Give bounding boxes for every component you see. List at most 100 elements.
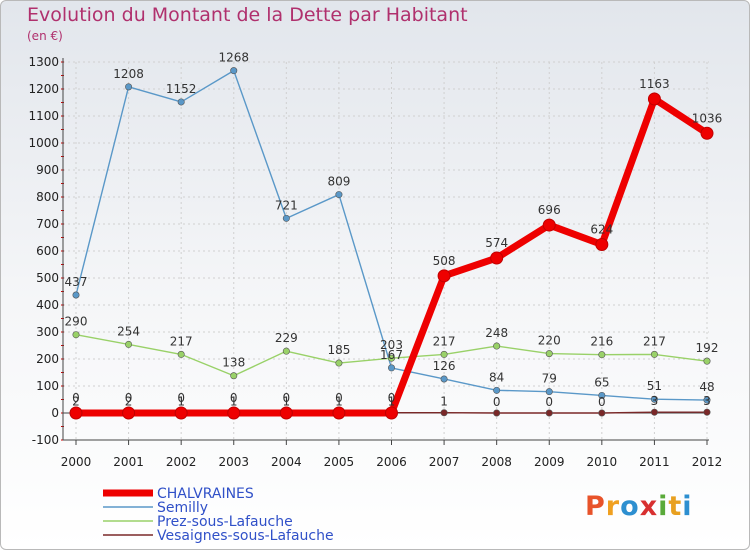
y-tick-label: -100: [32, 433, 59, 447]
data-point-chalvraines: [385, 406, 398, 420]
logo-letter: P: [585, 491, 606, 522]
data-label-prez-sous-lafauche: 217: [643, 334, 666, 348]
data-label-chalvraines: 0: [335, 391, 343, 405]
data-point-prez-sous-lafauche: [650, 350, 658, 358]
data-label-semilly: 126: [433, 359, 456, 373]
grid-lines: [63, 61, 709, 441]
data-point-prez-sous-lafauche: [387, 354, 395, 362]
proxiti-logo: Proxiti: [585, 491, 693, 522]
x-tick-label: 2006: [376, 455, 407, 469]
data-labels: 437 1208 1152 1268 721 809 167 126 84 79 65 51 48 290…: [65, 51, 723, 409]
data-label-chalvraines: 696: [538, 203, 561, 217]
logo-letter: t: [668, 491, 683, 522]
chart-title: Evolution du Montant de la Dette par Hab…: [27, 4, 468, 26]
data-point-vesaignes-sous-lafauche: [650, 408, 658, 416]
data-label-prez-sous-lafauche: 229: [275, 331, 298, 345]
data-point-semilly: [387, 364, 395, 372]
data-label-prez-sous-lafauche: 248: [485, 326, 508, 340]
data-point-chalvraines: [332, 406, 346, 420]
data-label-chalvraines: 574: [485, 236, 508, 250]
data-point-prez-sous-lafauche: [703, 357, 711, 365]
data-label-vesaignes-sous-lafauche: 0: [598, 395, 606, 409]
data-point-prez-sous-lafauche: [598, 351, 606, 359]
y-tick-label: 400: [36, 298, 59, 312]
logo-letter: i: [658, 491, 669, 522]
data-point-chalvraines: [595, 238, 609, 252]
data-label-semilly: 437: [65, 275, 88, 289]
data-label-vesaignes-sous-lafauche: 0: [493, 395, 501, 409]
data-point-vesaignes-sous-lafauche: [598, 409, 606, 417]
data-point-semilly: [72, 291, 80, 299]
y-tick-label: 600: [36, 244, 59, 258]
data-label-vesaignes-sous-lafauche: 1: [335, 395, 343, 409]
data-label-chalvraines: 1036: [692, 111, 723, 125]
data-point-vesaignes-sous-lafauche: [493, 409, 501, 417]
legend: CHALVRAINESSemillyPrez-sous-LafaucheVesa…: [103, 486, 334, 544]
data-point-semilly: [335, 191, 343, 199]
y-tick-label: 1300: [28, 55, 59, 69]
data-point-chalvraines: [279, 406, 293, 420]
data-point-semilly: [545, 388, 553, 396]
data-label-vesaignes-sous-lafauche: 3: [703, 394, 711, 408]
logo-letter: x: [639, 491, 659, 522]
data-point-semilly: [177, 98, 185, 106]
data-point-prez-sous-lafauche: [335, 359, 343, 367]
data-label-semilly: 809: [327, 175, 350, 189]
data-label-prez-sous-lafauche: 203: [380, 338, 403, 352]
x-tick-label: 2005: [324, 455, 355, 469]
data-label-prez-sous-lafauche: 192: [696, 341, 719, 355]
y-tick-label: 700: [36, 217, 59, 231]
data-label-vesaignes-sous-lafauche: 1: [177, 395, 185, 409]
x-tick-label: 2010: [587, 455, 618, 469]
data-point-vesaignes-sous-lafauche: [545, 409, 553, 417]
data-label-vesaignes-sous-lafauche: 1: [388, 395, 396, 409]
data-point-vesaignes-sous-lafauche: [703, 408, 711, 416]
data-point-prez-sous-lafauche: [230, 372, 238, 380]
data-point-semilly: [282, 214, 290, 222]
data-point-vesaignes-sous-lafauche: [440, 409, 448, 417]
data-label-chalvraines: 624: [590, 223, 613, 237]
data-label-prez-sous-lafauche: 220: [538, 334, 561, 348]
data-label-semilly: 84: [489, 370, 504, 384]
data-point-semilly: [650, 395, 658, 403]
data-point-chalvraines: [122, 406, 136, 420]
x-tick-label: 2012: [692, 455, 723, 469]
x-tick-label: 2004: [271, 455, 302, 469]
data-label-vesaignes-sous-lafauche: 1: [440, 395, 448, 409]
data-point-semilly: [125, 83, 133, 91]
x-tick-label: 2002: [166, 455, 197, 469]
data-label-chalvraines: 0: [125, 391, 133, 405]
data-point-semilly: [598, 391, 606, 399]
data-label-semilly: 1268: [218, 51, 249, 65]
data-point-prez-sous-lafauche: [125, 340, 133, 348]
data-point-prez-sous-lafauche: [282, 347, 290, 355]
data-label-vesaignes-sous-lafauche: 3: [651, 394, 659, 408]
data-label-chalvraines: 0: [177, 391, 185, 405]
y-tick-label: 900: [36, 163, 59, 177]
axes: -100010020030040050060070080090010001100…: [28, 55, 722, 469]
y-tick-label: 300: [36, 325, 59, 339]
y-tick-label: 1100: [28, 109, 59, 123]
data-point-prez-sous-lafauche: [493, 342, 501, 350]
data-label-vesaignes-sous-lafauche: 1: [230, 395, 238, 409]
data-label-semilly: 1152: [166, 82, 197, 96]
data-label-semilly: 1208: [113, 67, 144, 81]
data-point-semilly: [493, 386, 501, 394]
data-point-chalvraines: [437, 269, 451, 283]
y-tick-label: 0: [51, 406, 59, 420]
data-label-semilly: 721: [275, 198, 298, 212]
y-tick-label: 100: [36, 379, 59, 393]
data-label-chalvraines: 0: [230, 391, 238, 405]
x-tick-label: 2000: [61, 455, 92, 469]
data-label-prez-sous-lafauche: 290: [65, 315, 88, 329]
data-label-prez-sous-lafauche: 217: [433, 334, 456, 348]
x-tick-label: 2003: [218, 455, 249, 469]
legend-label-prez-sous-lafauche: Prez-sous-Lafauche: [157, 514, 293, 530]
data-label-semilly: 51: [647, 379, 662, 393]
x-tick-label: 2001: [113, 455, 144, 469]
data-label-vesaignes-sous-lafauche: 2: [125, 394, 133, 408]
legend-label-semilly: Semilly: [157, 500, 208, 516]
data-label-prez-sous-lafauche: 138: [222, 356, 245, 370]
data-point-prez-sous-lafauche: [177, 350, 185, 358]
